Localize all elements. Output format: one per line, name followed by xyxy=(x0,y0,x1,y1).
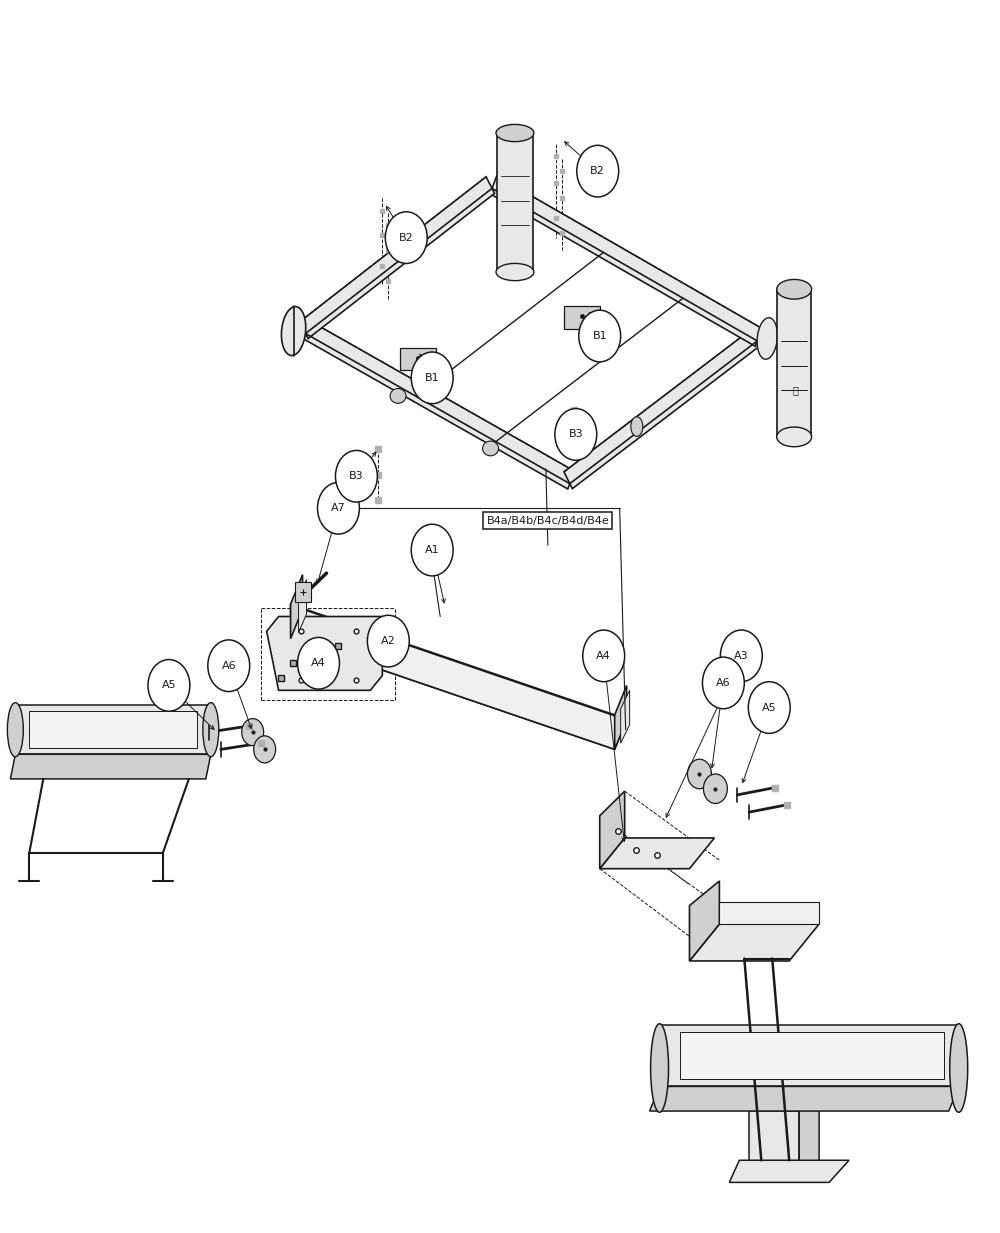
Circle shape xyxy=(702,657,744,709)
Text: A1: A1 xyxy=(425,545,440,555)
Ellipse shape xyxy=(651,1023,669,1112)
Circle shape xyxy=(318,482,359,534)
Polygon shape xyxy=(300,176,495,339)
Text: A5: A5 xyxy=(162,681,176,690)
Text: A6: A6 xyxy=(716,678,731,688)
Circle shape xyxy=(577,145,619,197)
Polygon shape xyxy=(680,1032,944,1079)
Ellipse shape xyxy=(631,417,643,436)
Text: B3: B3 xyxy=(568,429,583,439)
Polygon shape xyxy=(719,901,819,924)
Ellipse shape xyxy=(496,264,534,281)
Text: A4: A4 xyxy=(596,651,611,661)
Text: B2: B2 xyxy=(399,233,414,243)
Bar xyxy=(400,348,436,370)
Ellipse shape xyxy=(950,1023,968,1112)
Polygon shape xyxy=(615,686,627,750)
Polygon shape xyxy=(291,604,615,750)
Text: A7: A7 xyxy=(331,503,346,513)
Ellipse shape xyxy=(203,703,219,757)
Circle shape xyxy=(367,615,409,667)
Ellipse shape xyxy=(496,125,534,142)
Circle shape xyxy=(579,311,621,361)
Polygon shape xyxy=(295,582,311,602)
Polygon shape xyxy=(777,290,811,436)
Text: A3: A3 xyxy=(734,651,749,661)
Text: B1: B1 xyxy=(592,330,607,342)
Text: A4: A4 xyxy=(311,658,326,668)
Ellipse shape xyxy=(777,280,812,300)
Circle shape xyxy=(148,660,190,711)
Circle shape xyxy=(687,760,711,789)
Ellipse shape xyxy=(7,703,23,757)
Text: B4a/B4b/B4c/B4d/B4e: B4a/B4b/B4c/B4d/B4e xyxy=(486,515,609,525)
Polygon shape xyxy=(497,133,533,272)
Polygon shape xyxy=(29,711,197,748)
Ellipse shape xyxy=(757,318,777,359)
Polygon shape xyxy=(15,705,211,755)
Polygon shape xyxy=(600,838,714,869)
Text: A5: A5 xyxy=(762,703,777,713)
Polygon shape xyxy=(10,755,211,779)
Circle shape xyxy=(411,524,453,576)
Circle shape xyxy=(208,640,250,692)
Polygon shape xyxy=(650,1086,959,1111)
Polygon shape xyxy=(689,924,819,961)
Polygon shape xyxy=(291,575,303,639)
Circle shape xyxy=(555,408,597,460)
Circle shape xyxy=(254,736,276,763)
Text: B3: B3 xyxy=(349,471,364,481)
Text: B1: B1 xyxy=(425,372,440,382)
Text: A6: A6 xyxy=(221,661,236,671)
Bar xyxy=(564,307,600,329)
Ellipse shape xyxy=(483,441,499,456)
Polygon shape xyxy=(564,329,760,488)
Polygon shape xyxy=(621,690,630,743)
Polygon shape xyxy=(490,176,762,346)
Polygon shape xyxy=(304,321,574,490)
Circle shape xyxy=(335,450,377,502)
Polygon shape xyxy=(689,882,719,961)
Text: ꟗ: ꟗ xyxy=(792,385,798,395)
Polygon shape xyxy=(749,1111,799,1182)
Circle shape xyxy=(748,682,790,734)
Polygon shape xyxy=(299,580,307,633)
Ellipse shape xyxy=(390,388,406,403)
Circle shape xyxy=(583,630,625,682)
Polygon shape xyxy=(729,1160,849,1182)
Ellipse shape xyxy=(281,307,306,355)
Polygon shape xyxy=(799,1096,819,1182)
Text: B2: B2 xyxy=(590,166,605,176)
Circle shape xyxy=(720,630,762,682)
Circle shape xyxy=(242,719,264,746)
Polygon shape xyxy=(660,1025,959,1086)
Circle shape xyxy=(385,212,427,264)
Ellipse shape xyxy=(777,427,812,446)
Polygon shape xyxy=(600,792,625,869)
Polygon shape xyxy=(291,609,627,750)
Text: A2: A2 xyxy=(381,636,396,646)
Circle shape xyxy=(298,637,339,689)
Circle shape xyxy=(703,774,727,804)
Polygon shape xyxy=(267,616,382,690)
Circle shape xyxy=(411,351,453,403)
